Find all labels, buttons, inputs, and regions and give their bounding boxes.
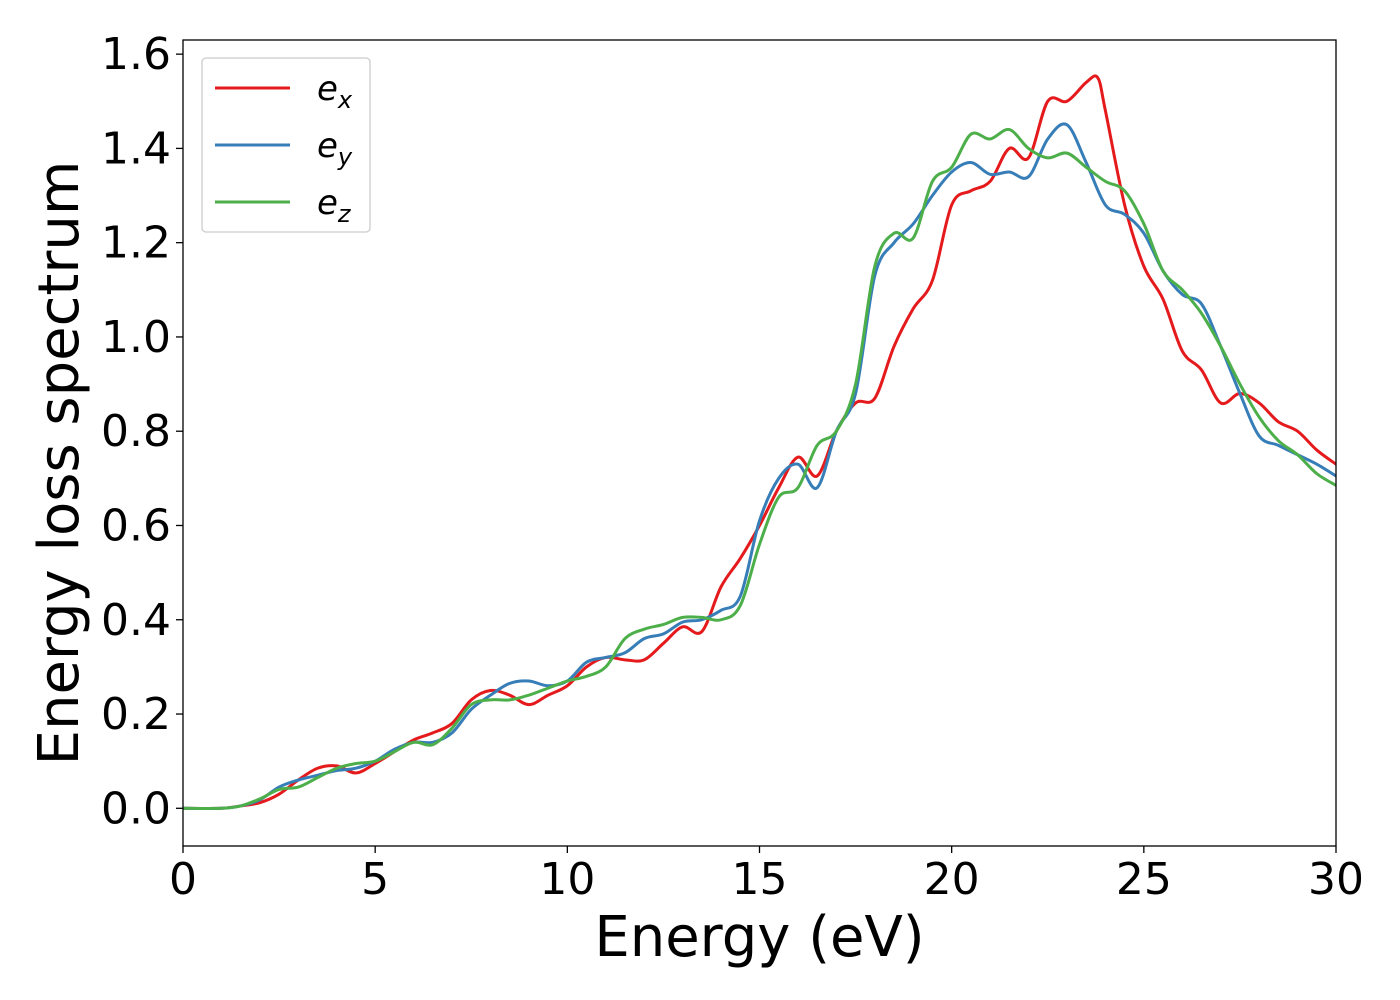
y-axis-label: Energy loss spectrum bbox=[27, 161, 92, 766]
y-tick-label: 0.4 bbox=[101, 595, 171, 646]
x-tick-label: 25 bbox=[1116, 854, 1172, 905]
y-tick-label: 1.2 bbox=[101, 218, 171, 269]
legend-label-x: ex bbox=[317, 69, 353, 114]
x-tick-label: 10 bbox=[539, 854, 595, 905]
y-tick-label: 0.2 bbox=[101, 689, 171, 740]
legend-label-y: ey bbox=[317, 126, 353, 171]
y-tick-label: 1.4 bbox=[101, 123, 171, 174]
y-tick-label: 1.0 bbox=[101, 312, 171, 363]
plot-background bbox=[183, 40, 1336, 846]
x-tick-label: 0 bbox=[169, 854, 197, 905]
series-line-y bbox=[183, 122, 1336, 810]
legend-label-z: ez bbox=[317, 183, 352, 228]
y-tick-label: 0.8 bbox=[101, 406, 171, 457]
series-layer bbox=[183, 74, 1336, 810]
y-tick-label: 0.0 bbox=[101, 783, 171, 834]
series-line-z bbox=[183, 127, 1336, 810]
x-tick-label: 15 bbox=[732, 854, 788, 905]
x-tick-label: 30 bbox=[1308, 854, 1364, 905]
y-tick-label: 1.6 bbox=[101, 29, 171, 80]
axes-layer: 0 5 10 15 20 25 30 0.0 0.2 0.4 0.6 0.8 1.0 1.2 1.4 1.6 bbox=[101, 29, 1364, 905]
y-tick-label: 0.6 bbox=[101, 500, 171, 551]
x-tick-label: 5 bbox=[361, 854, 389, 905]
x-axis-label: Energy (eV) bbox=[594, 905, 924, 970]
plot-area bbox=[183, 40, 1336, 846]
legend: ex ey ez bbox=[201, 57, 371, 233]
x-tick-label: 20 bbox=[924, 854, 980, 905]
